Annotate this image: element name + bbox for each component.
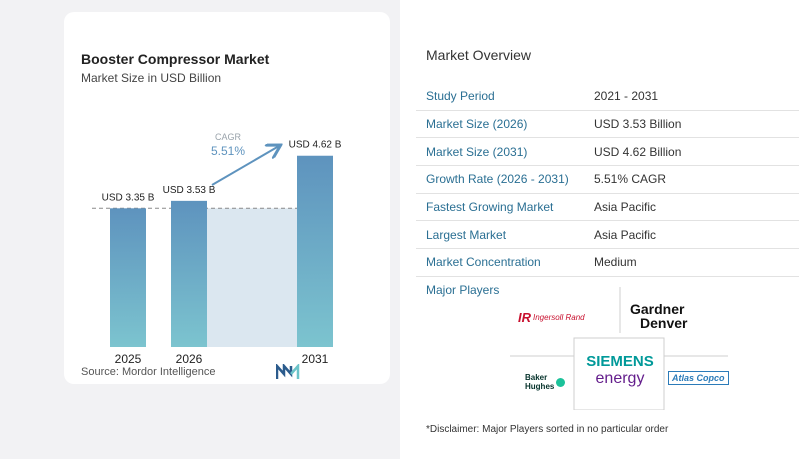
x-tick-2026: 2026 bbox=[176, 352, 203, 366]
overview-row: Market Size (2026) USD 3.53 Billion bbox=[416, 111, 799, 139]
siemens-energy-line1: SIEMENS bbox=[586, 353, 654, 370]
siemens-energy-line2: energy bbox=[595, 370, 645, 387]
growth-band bbox=[207, 208, 297, 347]
major-players-title: Major Players bbox=[426, 283, 500, 297]
row-label: Fastest Growing Market bbox=[426, 200, 554, 215]
overview-row: Growth Rate (2026 - 2031) 5.51% CAGR bbox=[416, 166, 799, 194]
overview-row: Market Size (2031) USD 4.62 Billion bbox=[416, 138, 799, 167]
row-label: Market Size (2026) bbox=[426, 117, 528, 132]
baker-hughes-text: Baker Hughes bbox=[525, 373, 554, 391]
bar-2026 bbox=[171, 200, 207, 347]
bar-2031 bbox=[297, 155, 333, 347]
ingersoll-rand-logo: IR Ingersoll Rand bbox=[518, 310, 585, 325]
ingersoll-rand-name: Ingersoll Rand bbox=[533, 313, 585, 322]
row-value: Asia Pacific bbox=[594, 200, 657, 215]
overview-title: Market Overview bbox=[426, 47, 532, 63]
mordor-logo-icon bbox=[276, 364, 300, 379]
baker-hughes-line2: Hughes bbox=[525, 382, 555, 391]
overview-table: Study Period 2021 - 2031 Market Size (20… bbox=[416, 83, 799, 277]
data-label-2026: USD 3.53 B bbox=[163, 185, 216, 196]
baker-hughes-dot-icon bbox=[556, 377, 566, 387]
row-label: Market Concentration bbox=[426, 255, 541, 270]
row-value: USD 3.53 Billion bbox=[594, 117, 682, 132]
cagr-label: CAGR bbox=[215, 132, 242, 142]
row-value: USD 4.62 Billion bbox=[594, 144, 682, 159]
major-players-logos: IR Ingersoll Rand Gardner Denver SIEMENS… bbox=[510, 285, 730, 410]
overview-row: Largest Market Asia Pacific bbox=[416, 221, 799, 250]
row-value: Asia Pacific bbox=[594, 227, 657, 242]
row-value: 2021 - 2031 bbox=[594, 89, 659, 104]
bar-2025 bbox=[110, 208, 146, 347]
row-label: Largest Market bbox=[426, 227, 507, 242]
overview-row: Fastest Growing Market Asia Pacific bbox=[416, 194, 799, 222]
row-label: Market Size (2031) bbox=[426, 144, 528, 159]
row-label: Study Period bbox=[426, 89, 495, 104]
gardner-denver-line2: Denver bbox=[640, 315, 688, 331]
atlas-copco-logo: Atlas Copco bbox=[668, 371, 729, 385]
data-label-2025: USD 3.35 B bbox=[102, 192, 155, 203]
siemens-energy-logo: SIEMENS energy bbox=[580, 353, 660, 387]
cagr-value: 5.51% bbox=[211, 144, 245, 158]
chart-subtitle: Market Size in USD Billion bbox=[81, 71, 222, 85]
data-label-2031: USD 4.62 B bbox=[289, 140, 342, 151]
x-tick-2025: 2025 bbox=[115, 352, 142, 366]
row-value: 5.51% CAGR bbox=[594, 172, 667, 187]
logo-grid-lines bbox=[510, 287, 728, 410]
source-note: Source: Mordor Intelligence bbox=[81, 366, 216, 378]
baker-hughes-logo: Baker Hughes bbox=[525, 373, 566, 391]
baker-hughes-line1: Baker bbox=[525, 373, 548, 382]
row-value: Medium bbox=[594, 255, 637, 270]
overview-panel: Market Overview Study Period 2021 - 2031… bbox=[400, 0, 800, 459]
atlas-copco-name: Atlas Copco bbox=[672, 373, 725, 383]
x-tick-2031: 2031 bbox=[302, 352, 329, 366]
overview-row: Study Period 2021 - 2031 bbox=[416, 83, 799, 111]
ingersoll-rand-mark: IR bbox=[518, 310, 531, 325]
bar-chart: USD 3.35 B 2025 USD 3.53 B 2026 USD 4.62 B 20… bbox=[92, 132, 342, 366]
gardner-denver-line1: Gardner bbox=[630, 301, 685, 317]
overview-row: Market Concentration Medium bbox=[416, 249, 799, 277]
cagr-arrow bbox=[211, 146, 279, 186]
chart-card: USD 3.35 B 2025 USD 3.53 B 2026 USD 4.62 B 20… bbox=[64, 12, 390, 384]
row-label: Growth Rate (2026 - 2031) bbox=[426, 172, 569, 187]
gardner-denver-logo: Gardner Denver bbox=[630, 302, 687, 330]
disclaimer: *Disclaimer: Major Players sorted in no … bbox=[426, 424, 669, 435]
chart-title: Booster Compressor Market bbox=[81, 51, 270, 67]
